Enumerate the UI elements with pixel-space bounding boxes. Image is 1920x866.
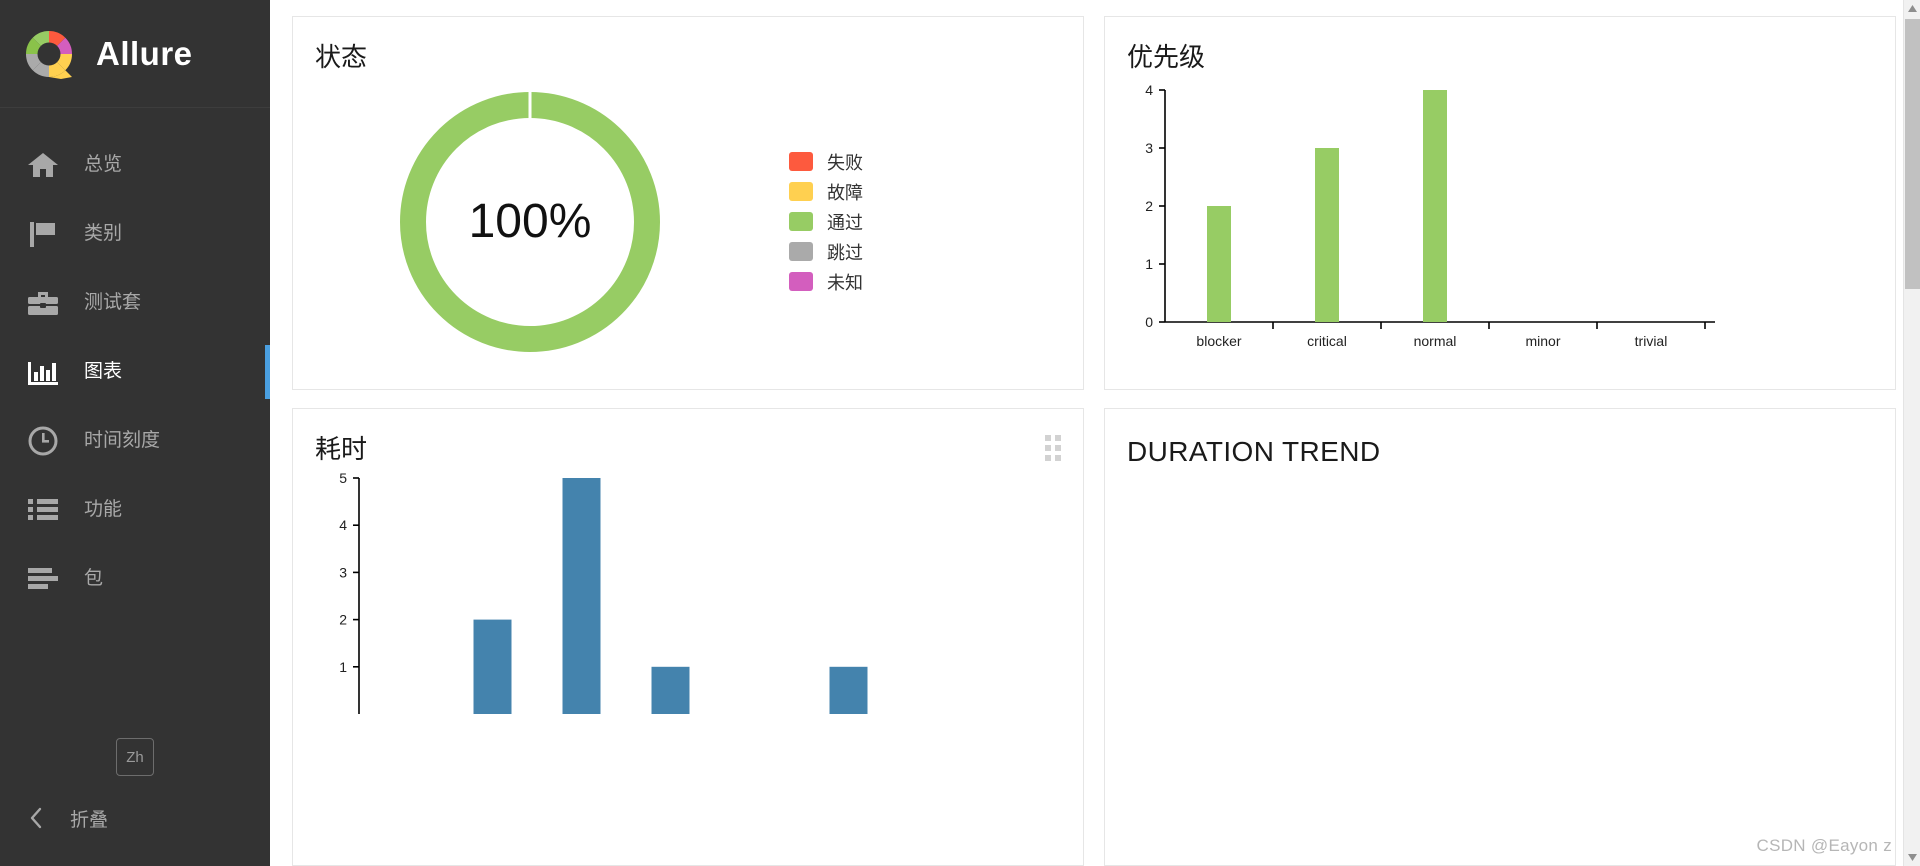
svg-text:normal: normal <box>1414 333 1457 349</box>
status-legend: 失败 故障 通过 跳过 <box>789 147 863 297</box>
allure-logo-icon <box>20 25 78 83</box>
duration-card: 耗时 1 2 3 4 5 <box>292 408 1084 866</box>
legend-item-failed[interactable]: 失败 <box>789 147 863 177</box>
sidebar-item-label: 包 <box>84 568 104 589</box>
legend-swatch-skipped <box>789 242 813 262</box>
sidebar-footer: Zh 折叠 <box>0 738 270 866</box>
legend-label: 跳过 <box>827 242 863 263</box>
legend-item-passed[interactable]: 通过 <box>789 207 863 237</box>
svg-text:critical: critical <box>1307 333 1347 349</box>
scrollbar-thumb[interactable] <box>1905 19 1920 289</box>
sidebar-item-label: 测试套 <box>84 292 142 313</box>
legend-swatch-passed <box>789 212 813 232</box>
sidebar: Allure 总览 类别 <box>0 0 270 866</box>
severity-card: 优先级 0 1 2 3 4 blocker critical normal minor trivi… <box>1104 16 1896 390</box>
duration-trend-card: DURATION TREND <box>1104 408 1896 866</box>
sidebar-item-label: 类别 <box>84 223 123 244</box>
legend-label: 失败 <box>827 152 863 173</box>
legend-swatch-failed <box>789 152 813 172</box>
legend-item-skipped[interactable]: 跳过 <box>789 237 863 267</box>
svg-text:1: 1 <box>1145 256 1153 272</box>
sidebar-item-overview[interactable]: 总览 <box>0 130 270 199</box>
status-card-title: 状态 <box>315 42 368 72</box>
legend-label: 通过 <box>827 212 863 233</box>
drag-handle-icon[interactable] <box>1045 435 1061 461</box>
svg-text:2: 2 <box>339 611 347 627</box>
briefcase-icon <box>24 286 62 320</box>
page-scrollbar[interactable] <box>1903 0 1920 866</box>
scroll-down-arrow-icon[interactable] <box>1904 849 1920 866</box>
flag-icon <box>24 217 62 251</box>
scroll-up-arrow-icon[interactable] <box>1904 0 1920 17</box>
sidebar-item-graphs[interactable]: 图表 <box>0 337 270 406</box>
status-donut-chart[interactable]: 100% <box>391 83 669 361</box>
legend-item-broken[interactable]: 故障 <box>789 177 863 207</box>
legend-item-unknown[interactable]: 未知 <box>789 267 863 297</box>
duration-trend-card-title: DURATION TREND <box>1127 436 1381 467</box>
watermark: CSDN @Eayon z <box>1756 836 1892 855</box>
legend-label: 未知 <box>827 272 863 293</box>
svg-text:minor: minor <box>1525 333 1560 349</box>
svg-text:3: 3 <box>1145 140 1153 156</box>
duration-chart-area[interactable]: 1 2 3 4 5 <box>293 464 1083 724</box>
language-button[interactable]: Zh <box>116 738 154 776</box>
svg-text:2: 2 <box>1145 198 1153 214</box>
home-icon <box>24 148 62 182</box>
sidebar-item-label: 图表 <box>84 361 123 382</box>
legend-label: 故障 <box>827 182 863 203</box>
sidebar-item-label: 时间刻度 <box>84 430 161 451</box>
svg-text:trivial: trivial <box>1635 333 1668 349</box>
status-donut-center-label: 100% <box>468 195 592 249</box>
sidebar-nav: 总览 类别 <box>0 108 270 613</box>
sidebar-item-categories[interactable]: 类别 <box>0 199 270 268</box>
sidebar-item-behaviors[interactable]: 功能 <box>0 475 270 544</box>
sidebar-item-label: 总览 <box>84 154 123 175</box>
bar-chart-icon <box>24 355 62 389</box>
sidebar-item-suites[interactable]: 测试套 <box>0 268 270 337</box>
status-chart-area: 100% 失败 故障 通过 <box>293 72 1083 372</box>
duration-card-title: 耗时 <box>315 434 368 464</box>
brand-name: Allure <box>96 34 193 72</box>
severity-card-title: 优先级 <box>1127 42 1206 72</box>
stack-icon <box>24 562 62 596</box>
clock-icon <box>24 424 62 458</box>
graphs-dashboard: 状态 100% 失败 故障 <box>270 0 1920 866</box>
svg-text:5: 5 <box>339 470 347 486</box>
svg-text:0: 0 <box>1145 314 1153 330</box>
legend-swatch-unknown <box>789 272 813 292</box>
sidebar-item-label: 功能 <box>84 499 123 520</box>
svg-text:blocker: blocker <box>1196 333 1241 349</box>
severity-chart-area[interactable]: 0 1 2 3 4 blocker critical normal minor trivial <box>1105 72 1895 372</box>
list-icon <box>24 493 62 527</box>
sidebar-item-timeline[interactable]: 时间刻度 <box>0 406 270 475</box>
sidebar-item-packages[interactable]: 包 <box>0 544 270 613</box>
svg-text:3: 3 <box>339 564 347 580</box>
collapse-label: 折叠 <box>70 809 109 831</box>
collapse-sidebar-button[interactable]: 折叠 <box>0 798 270 838</box>
svg-text:1: 1 <box>339 658 347 674</box>
brand-header[interactable]: Allure <box>0 0 270 108</box>
svg-text:4: 4 <box>339 517 347 533</box>
status-card: 状态 100% 失败 故障 <box>292 16 1084 390</box>
legend-swatch-broken <box>789 182 813 202</box>
chevron-left-icon <box>26 807 46 829</box>
svg-text:4: 4 <box>1145 82 1153 98</box>
